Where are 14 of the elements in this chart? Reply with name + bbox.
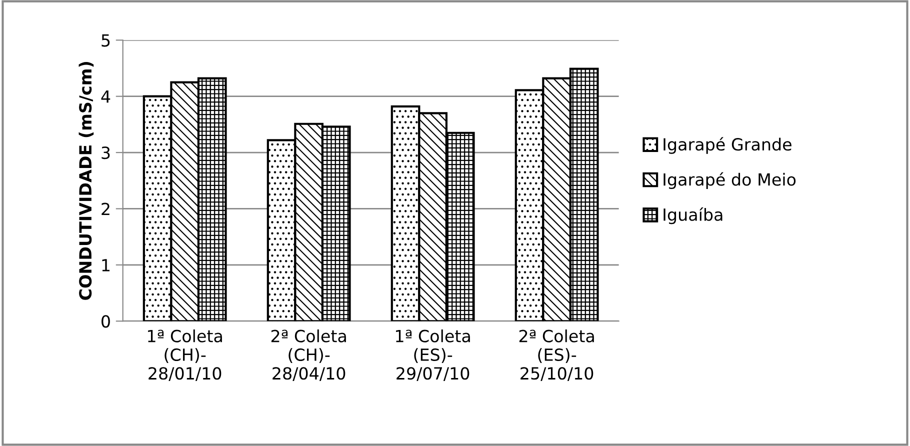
x-tick-label: 1ª Coleta (CH)- 28/01/10 [148, 329, 222, 381]
legend-label: Igarapé Grande [664, 137, 792, 154]
y-tick-label: 4 [101, 90, 110, 103]
legend-label: Iguaíba [664, 207, 722, 224]
y-axis-title: CONDUTIVIDADE (mS/cm) [78, 62, 94, 300]
legend-label: Igarapé do Meio [664, 172, 796, 190]
x-tick-label: 2ª Coleta (CH)- 28/04/10 [271, 329, 346, 381]
y-tick-label: 5 [102, 34, 110, 47]
y-tick-label: 1 [102, 259, 110, 272]
x-tick-label: 2ª Coleta (ES)- 25/10/10 [519, 329, 594, 381]
x-tick-label: 1ª Coleta (ES)- 29/07/10 [396, 329, 470, 381]
y-tick-label: 0 [102, 315, 110, 328]
y-tick-label: 2 [102, 202, 110, 216]
y-tick-label: 3 [102, 146, 110, 160]
